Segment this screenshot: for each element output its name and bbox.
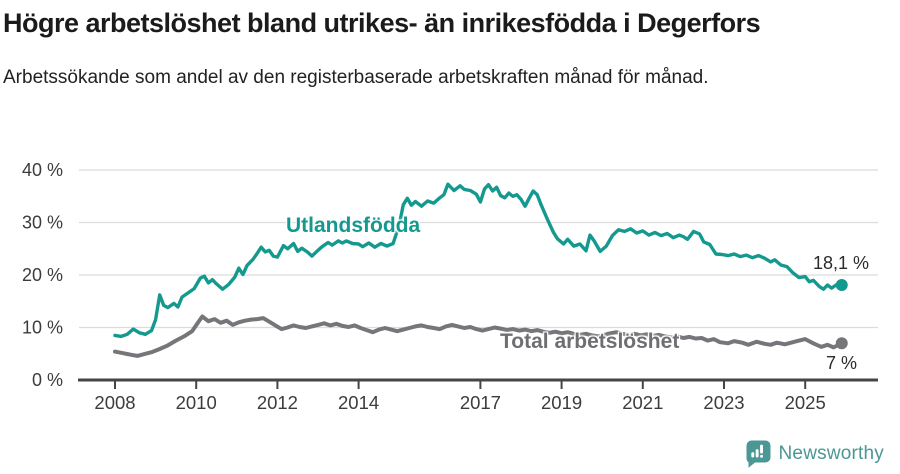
x-axis-tick-label: 2021 [622, 392, 663, 413]
newsworthy-wordmark: Newsworthy [778, 442, 884, 464]
x-axis-tick-label: 2014 [338, 392, 379, 413]
x-axis-tick-label: 2025 [785, 392, 826, 413]
end-value-label-utlandsfodda: 18,1 % [813, 253, 870, 273]
series-line-utlandsfodda [113, 182, 844, 339]
series-label-total-arbetsloshet: Total arbetslöshet [500, 330, 680, 353]
x-axis-tick-label: 2008 [94, 392, 135, 413]
x-axis-tick-label: 2017 [460, 392, 501, 413]
x-axis-tick-label: 2019 [541, 392, 582, 413]
end-value-label-total: 7 % [826, 353, 858, 373]
series-label-utlandsfodda: Utlandsfödda [286, 214, 421, 237]
y-axis-tick-label: 30 % [22, 213, 63, 233]
chart-subtitle: Arbetssökande som andel av den registerb… [3, 67, 709, 88]
x-axis-tick-label: 2010 [176, 392, 217, 413]
series-line-total [113, 314, 844, 358]
newsworthy-logo: Newsworthy [745, 439, 884, 468]
end-dot-utlandsfodda [835, 278, 848, 291]
y-axis-tick-label: 10 % [22, 318, 63, 338]
end-dot-total [835, 337, 848, 350]
page-title: Högre arbetslöshet bland utrikes- än inr… [3, 8, 761, 38]
y-axis-tick-label: 40 % [22, 160, 63, 180]
y-axis-tick-label: 20 % [22, 265, 63, 285]
newsworthy-bubble-icon [746, 440, 771, 468]
x-axis-tick-label: 2012 [257, 392, 298, 413]
x-axis-tick-label: 2023 [703, 392, 744, 413]
y-axis-tick-label: 0 % [32, 370, 63, 390]
